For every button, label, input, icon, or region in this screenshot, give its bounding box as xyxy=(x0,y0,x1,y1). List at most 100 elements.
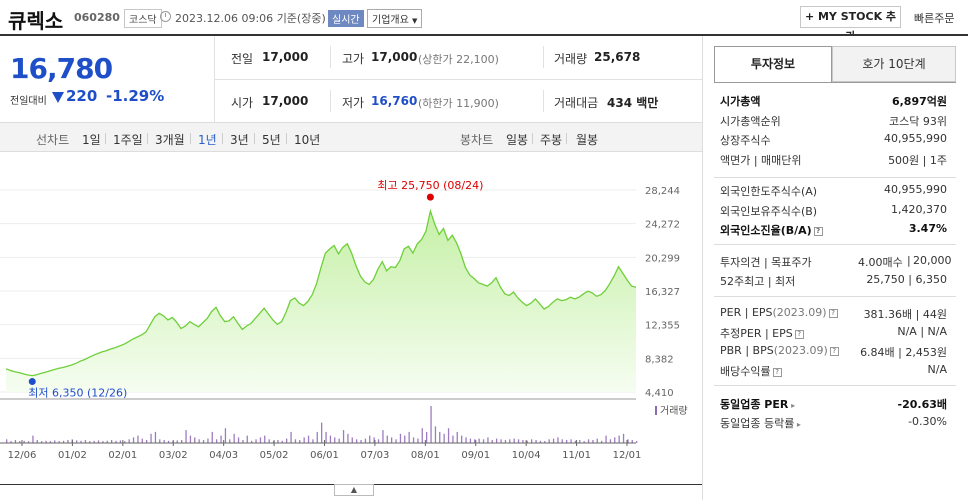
volume-legend-swatch xyxy=(655,406,657,415)
volume-bar xyxy=(443,433,445,444)
help-icon[interactable]: ? xyxy=(828,308,838,318)
volume-bar xyxy=(465,437,467,443)
volume-bar xyxy=(478,438,480,443)
volume-bar xyxy=(504,440,507,443)
divider xyxy=(105,133,106,144)
dividend-value: N/A xyxy=(927,363,947,376)
period-1d[interactable]: 1일 xyxy=(82,133,101,147)
volume-bar xyxy=(434,426,437,444)
industry-rate-label[interactable]: 동일업종 등락률 ▸ xyxy=(720,417,801,430)
volume-bar xyxy=(277,440,279,443)
tab-invest-info[interactable]: 투자정보 xyxy=(714,46,832,82)
per-eps-value: 381.36배 | 44원 xyxy=(863,308,947,321)
divider xyxy=(532,133,533,144)
candle-chart-label: 봉차트 xyxy=(460,133,494,147)
divider xyxy=(714,177,956,178)
candle-daily[interactable]: 일봉 xyxy=(506,133,529,147)
x-tick-label: 04/03 xyxy=(209,450,238,461)
info-row-label: 외국인한도주식수(A) xyxy=(720,185,818,198)
candle-monthly[interactable]: 월봉 xyxy=(576,133,599,147)
volume-bar xyxy=(176,440,178,443)
volume-bar xyxy=(622,433,625,444)
help-icon[interactable]: ? xyxy=(794,329,804,339)
volume-bar xyxy=(338,438,340,443)
volume-bar xyxy=(469,438,472,443)
volume-bar xyxy=(430,406,432,443)
divider xyxy=(286,133,287,144)
divider xyxy=(566,133,567,144)
help-icon[interactable]: ? xyxy=(772,367,782,377)
volume-bars xyxy=(6,406,638,444)
period-1y[interactable]: 1년 xyxy=(198,133,217,147)
volume-bar xyxy=(259,437,262,443)
y-tick-label: 4,410 xyxy=(645,388,674,399)
divider xyxy=(254,133,255,144)
help-icon[interactable]: ? xyxy=(813,226,823,236)
period-1w[interactable]: 1주일 xyxy=(113,133,143,147)
x-tick-label: 07/03 xyxy=(361,450,390,461)
volume-bar xyxy=(566,440,568,443)
help-icon[interactable]: ? xyxy=(829,346,839,356)
volume-bar xyxy=(255,439,257,443)
period-10y[interactable]: 10년 xyxy=(294,133,321,147)
high-value: 17,000 xyxy=(371,50,418,64)
volume-bar xyxy=(482,439,485,443)
period-5y[interactable]: 5년 xyxy=(262,133,281,147)
volume-bar xyxy=(80,440,82,443)
volume-bar xyxy=(509,439,511,443)
y-axis: 28,244 24,272 20,299 16,327 12,355 8,382 4,410 xyxy=(645,186,680,399)
company-overview-dropdown[interactable]: 기업개요 ▼ xyxy=(367,9,423,28)
x-tick-label: 12/06 xyxy=(8,450,37,461)
volume-bar xyxy=(364,438,367,443)
volume-bar xyxy=(552,438,555,443)
amount-value: 434 백만 xyxy=(607,96,659,110)
volume-bar xyxy=(417,438,419,443)
volume-bar xyxy=(391,437,393,443)
period-3y[interactable]: 3년 xyxy=(230,133,249,147)
industry-per-label[interactable]: 동일업종 PER ▸ xyxy=(720,398,796,411)
volume-bar xyxy=(592,440,594,443)
candle-weekly[interactable]: 주봉 xyxy=(540,133,563,147)
stock-name: 큐렉소 xyxy=(8,9,64,33)
y-tick-label: 12,355 xyxy=(645,321,680,332)
volume-bar xyxy=(627,439,629,443)
volume-bar xyxy=(513,438,515,443)
pbr-bps-label: PBR | BPS(2023.09)? xyxy=(720,344,839,357)
period-3m[interactable]: 3개월 xyxy=(155,133,185,147)
prev-close-value: 17,000 xyxy=(262,50,309,64)
volume-bar xyxy=(360,440,362,443)
info-row-label: 시가총액 xyxy=(720,95,761,108)
info-row-value: 6,897억원 xyxy=(891,95,947,108)
dividend-label: 배당수익률? xyxy=(720,363,782,379)
volume-bar xyxy=(76,440,78,443)
info-row-label: 상장주식수 xyxy=(720,134,771,147)
volume-bar xyxy=(334,437,336,443)
volume-bar xyxy=(312,439,314,443)
volume-bar xyxy=(93,440,95,443)
prev-close-label: 전일 xyxy=(231,52,254,66)
quote-datetime: 2023.12.06 09:06 기준(장중) xyxy=(175,12,326,25)
collapse-chart-button[interactable]: ▲ xyxy=(334,484,374,496)
market-badge: 코스닥 xyxy=(124,9,162,28)
opinion-label: 투자의견 | 목표주가 xyxy=(720,256,812,269)
quick-order-link[interactable]: 빠른주문 xyxy=(914,12,955,25)
week52-label: 52주최고 | 최저 xyxy=(720,275,796,288)
volume-bar xyxy=(115,440,117,443)
volume-bar xyxy=(517,439,520,443)
info-row-label: 외국인보유주식수(B) xyxy=(720,204,818,218)
price-area xyxy=(6,211,636,392)
amount-label: 거래대금 xyxy=(554,96,599,110)
open-label: 시가 xyxy=(231,96,254,110)
volume-bar xyxy=(198,439,200,443)
volume-bar xyxy=(526,440,528,443)
add-mystock-button[interactable]: + MY STOCK 추가 xyxy=(800,6,901,43)
low-label: 저가 xyxy=(342,96,365,110)
volume-bar xyxy=(557,437,559,443)
est-per-value: N/A | N/A xyxy=(897,325,947,338)
volume-bar xyxy=(544,441,546,443)
price-chart[interactable]: 최고 25,750 (08/24) 최저 6,350 (12/26) 28,24… xyxy=(0,152,702,500)
tab-orderbook[interactable]: 호가 10단계 xyxy=(832,46,956,82)
volume-bar xyxy=(609,439,612,443)
info-row-label: 시가총액순위 xyxy=(720,114,781,128)
